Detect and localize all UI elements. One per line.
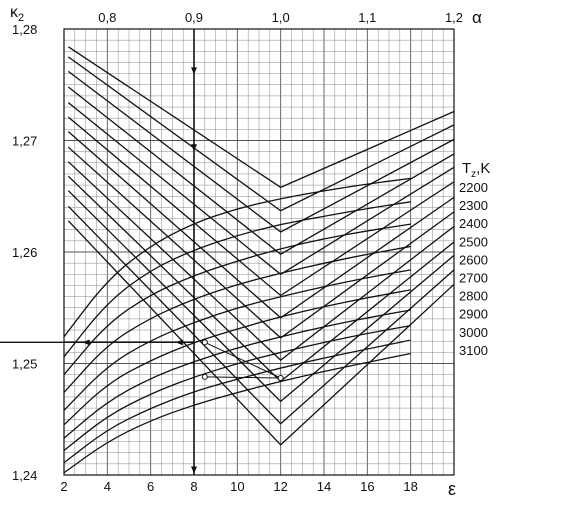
temperature-line (63, 223, 411, 376)
top-axis-label: α (472, 8, 482, 27)
bottom-tick-label: 4 (104, 479, 111, 494)
left-tick-label: 1,28 (12, 22, 37, 37)
top-tick-label: 1,0 (272, 10, 290, 25)
alpha-line (67, 146, 455, 339)
example-point (201, 339, 208, 346)
bottom-tick-label: 10 (230, 479, 244, 494)
temperature-legend: 2200 2300 2400 2500 2600 2700 2800 2900 3000 3100 (459, 180, 488, 358)
legend-label: 2300 (459, 198, 488, 213)
legend-label: 2800 (459, 289, 488, 304)
temperature-line (63, 269, 411, 411)
alpha-line (67, 102, 455, 276)
example-line (204, 376, 281, 379)
left-arrow-icon (82, 339, 90, 346)
top-tick-label: 0,8 (98, 10, 116, 25)
legend-title: Tz,K (462, 160, 490, 180)
temperature-line (63, 177, 411, 338)
legend-label: 2600 (459, 252, 488, 267)
alpha-line (67, 131, 455, 319)
top-axis-ticks: 0,8 0,9 1,0 1,1 1,2 (98, 10, 463, 25)
temperature-line (63, 201, 411, 358)
temperature-line (63, 324, 411, 451)
legend-label: 2700 (459, 271, 488, 286)
down-arrow-icon (191, 144, 197, 152)
legend-label: 2900 (459, 307, 488, 322)
alpha-line (67, 161, 455, 362)
bottom-tick-label: 2 (60, 479, 67, 494)
bottom-axis-label: ε (448, 479, 456, 499)
alpha-line (67, 86, 455, 256)
example-point (277, 374, 284, 381)
bottom-tick-label: 8 (190, 479, 197, 494)
legend-label: 3000 (459, 325, 488, 340)
bottom-axis-ticks: 2 4 6 8 10 12 14 16 18 (60, 479, 418, 494)
alpha-line (67, 56, 455, 212)
example-markers (0, 29, 284, 475)
down-arrow-icon (191, 466, 197, 474)
example-line (204, 341, 281, 379)
legend-label: 3100 (459, 343, 488, 358)
temperature-lines (63, 177, 411, 474)
top-tick-label: 1,1 (358, 10, 376, 25)
plot-frame (63, 28, 455, 476)
top-tick-label: 0,9 (185, 10, 203, 25)
temperature-line (63, 309, 411, 439)
legend-label: 2500 (459, 234, 488, 249)
left-tick-label: 1,24 (12, 468, 37, 483)
legend-label: 2400 (459, 216, 488, 231)
down-arrow-icon (191, 67, 197, 75)
temperature-line (63, 245, 411, 393)
bottom-tick-label: 12 (273, 479, 287, 494)
top-tick-label: 1,2 (445, 10, 463, 25)
legend-label: 2200 (459, 180, 488, 195)
alpha-line (67, 70, 455, 233)
bottom-tick-label: 16 (360, 479, 374, 494)
bottom-tick-label: 14 (317, 479, 331, 494)
bottom-tick-label: 6 (147, 479, 154, 494)
alpha-line (67, 116, 455, 297)
left-tick-label: 1,26 (12, 245, 37, 260)
left-tick-label: 1,27 (12, 134, 37, 149)
alpha-line (67, 220, 455, 446)
left-axis-ticks: 1,24 1,25 1,26 1,27 1,28 (12, 22, 37, 483)
example-point (201, 373, 208, 380)
left-arrow-icon (175, 339, 183, 346)
temperature-line (63, 289, 411, 426)
alpha-lines (67, 46, 455, 446)
temperature-line (63, 339, 411, 464)
left-axis-label: κ2 (10, 4, 24, 24)
temperature-line (63, 352, 411, 474)
alpha-line (67, 46, 455, 189)
left-tick-label: 1,25 (12, 357, 37, 372)
alpha-line (67, 190, 455, 403)
bottom-tick-label: 18 (403, 479, 417, 494)
